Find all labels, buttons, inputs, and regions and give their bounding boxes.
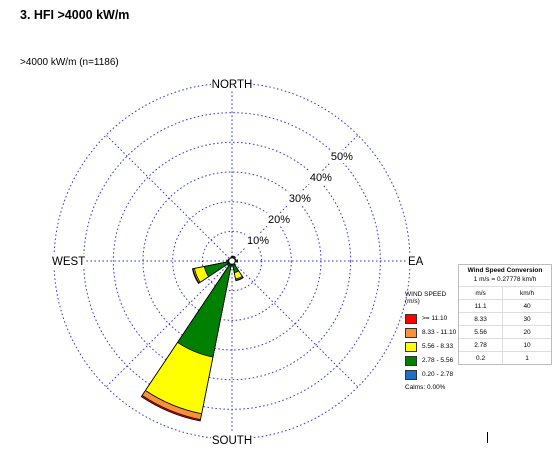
direction-label-east: EA	[408, 256, 424, 268]
legend-title-line1: WIND SPEED	[405, 291, 447, 298]
wind-speed-legend: WIND SPEED (m/s) >= 11.10 8.33 - 11.10 5.5…	[405, 291, 475, 391]
conversion-header-row: m/s km/h	[459, 286, 551, 300]
legend-calms: Calms: 0.00%	[405, 383, 446, 391]
conversion-cell: 30	[502, 312, 551, 326]
grid-circle	[201, 230, 263, 292]
direction-label-bg	[50, 254, 85, 268]
conversion-cell: 8.33	[459, 312, 504, 326]
radial-label-bg	[286, 192, 309, 206]
radial-label: 40%	[310, 172, 332, 184]
wind-speed-conversion-table: Wind Speed Conversion 1 m/s = 0.27778 km…	[458, 264, 552, 365]
radial-label: 50%	[331, 151, 353, 163]
conversion-row: 0.2 1	[459, 351, 551, 364]
direction-label-north: NORTH	[212, 79, 253, 91]
legend-title-line2: (m/s)	[405, 298, 420, 306]
text-cursor	[487, 432, 488, 443]
radial-label: 30%	[289, 193, 311, 205]
legend-item: 2.78 - 5.56	[405, 354, 475, 368]
conversion-formula: 1 m/s = 0.27778 km/h	[473, 276, 537, 283]
grid-spoke	[105, 260, 233, 388]
grid-spoke	[231, 260, 359, 388]
wind-rose-petals	[140, 255, 244, 422]
petal-segment	[203, 260, 233, 278]
direction-label-south: SOUTH	[212, 435, 252, 447]
radial-label-bg	[244, 234, 267, 248]
grid-circle	[172, 201, 292, 321]
conversion-cell: 40	[502, 299, 551, 313]
conversion-cell: 11.1	[459, 299, 504, 313]
conversion-cell: km/h	[502, 286, 551, 300]
conversion-row: 2.78 10	[459, 338, 551, 352]
calm-center	[228, 257, 236, 265]
legend-swatch	[405, 313, 417, 324]
grid-circle	[112, 141, 352, 381]
legend-label: 8.33 - 11.10	[422, 329, 457, 337]
direction-label-bg	[406, 254, 426, 268]
legend-label: 2.78 - 5.56	[422, 357, 454, 365]
conversion-row: 11.1 40	[459, 299, 551, 313]
chart-subtitle: >4000 kW/m (n=1186)	[20, 57, 119, 68]
conversion-row: 5.56 20	[459, 325, 551, 339]
conversion-cell: 2.78	[459, 338, 504, 352]
legend-label: >= 11.10	[422, 315, 448, 323]
legend-swatch	[405, 355, 417, 366]
legend-swatch	[405, 341, 417, 352]
direction-labels: NORTH SOUTH WEST EA	[50, 76, 426, 447]
direction-label-west: WEST	[52, 256, 85, 268]
conversion-title: Wind Speed Conversion	[467, 267, 543, 274]
radial-label-bg	[265, 213, 288, 227]
conversion-cell: 0.2	[459, 351, 504, 364]
section-heading: 3. HFI >4000 kW/m	[20, 8, 130, 22]
conversion-cell: 20	[502, 325, 551, 339]
legend-swatch	[405, 327, 417, 338]
legend-item: 5.56 - 8.33	[405, 340, 475, 354]
legend-rows: >= 11.10 8.33 - 11.10 5.56 - 8.33 2.78 - 5.…	[405, 312, 475, 382]
radial-label: 20%	[268, 214, 290, 226]
legend-item: 0.20 - 2.78	[405, 368, 475, 382]
legend-item: >= 11.10	[405, 312, 475, 326]
legend-title: WIND SPEED (m/s)	[405, 291, 475, 306]
direction-label-bg	[211, 76, 253, 90]
petal-segment	[177, 260, 233, 358]
direction-label-bg	[211, 432, 253, 446]
conversion-cell: m/s	[459, 286, 504, 300]
conversion-cell: 10	[502, 338, 551, 352]
legend-label: 0.20 - 2.78	[422, 371, 454, 379]
conversion-cell: 1	[502, 351, 551, 364]
grid-spoke	[105, 134, 233, 262]
radial-labels: 10% 20% 30% 40% 50%	[244, 150, 353, 248]
radial-label-bg	[328, 150, 351, 164]
radial-label-bg	[307, 171, 330, 185]
legend-label: 5.56 - 8.33	[422, 343, 454, 351]
legend-item: 8.33 - 11.10	[405, 326, 475, 340]
conversion-cell: 5.56	[459, 325, 504, 339]
conversion-row: 8.33 30	[459, 312, 551, 326]
legend-swatch	[405, 369, 417, 380]
conversion-grid: m/s km/h 11.1 40 8.33 30 5.56 20 2.78 10 0.2 1	[459, 286, 551, 364]
radial-label: 10%	[247, 235, 269, 247]
